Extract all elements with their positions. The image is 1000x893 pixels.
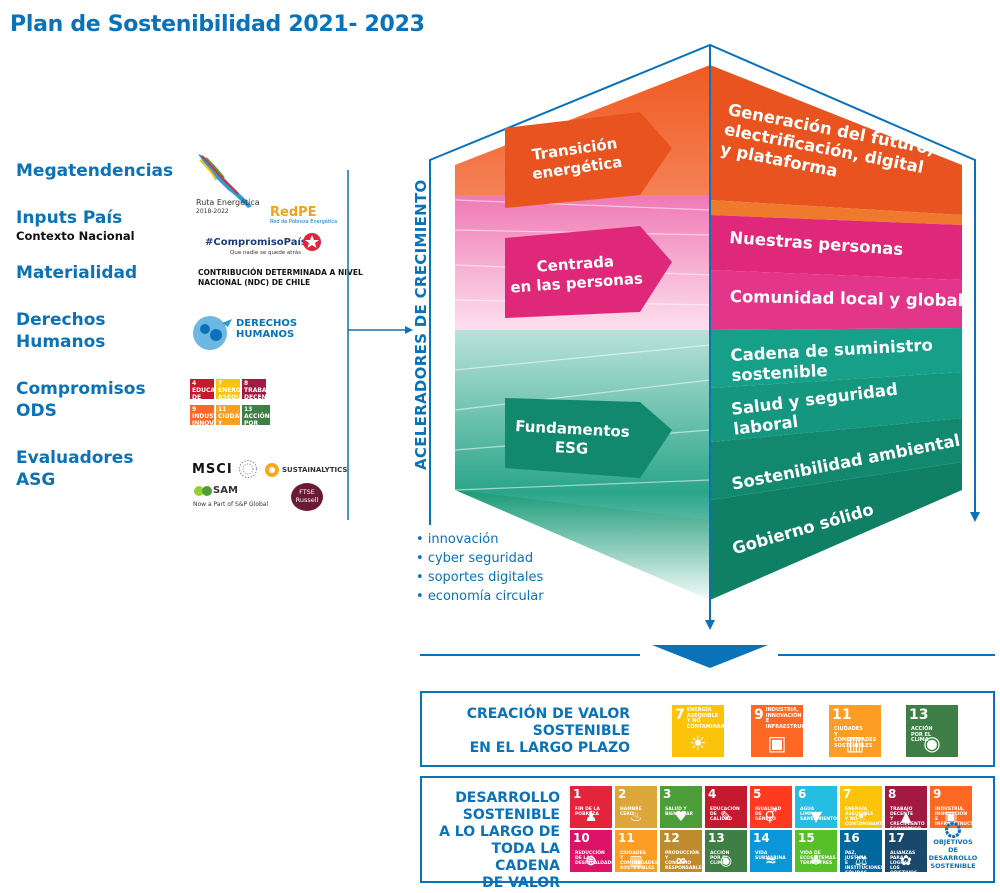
mini-sdg-tile: 9 INDUSTRIA, INNOVACIÓN E INFRAESTRUCTUR… [190, 405, 214, 425]
sdg-9-icon: ▣ [767, 731, 787, 755]
label-derechos-humanos: Derechos Humanos [16, 310, 106, 352]
compromiso-pais-logo: #CompromisoPaís [205, 237, 307, 248]
label-evaluadores-asg: Evaluadores ASG [16, 448, 134, 490]
sdg-tile-15: 15VIDA DE ECOSISTEMAS TERRESTRES ♣ [795, 830, 837, 872]
sdg-tile-8: 8TRABAJO DECENTE Y CRECIMIENTO ECONÓMICO… [885, 786, 927, 828]
mini-sdg-tile: 11 CIUDADES Y COMUNIDADES SOSTENIBLES [216, 405, 240, 425]
sdg-13-icon: ◉ [719, 853, 733, 869]
sdg-15-icon: ♣ [809, 853, 823, 869]
sdg-2-icon: ♨ [629, 809, 643, 825]
redpe-subtitle: Red de Pobreza Energética [270, 219, 338, 225]
sdg-8-icon: ▲ [900, 809, 912, 825]
ndc-chile-text: CONTRIBUCIÓN DETERMINADA A NIVEL NACIONA… [198, 268, 363, 287]
right-face-orange [710, 65, 962, 215]
msci-logo: MSCI [192, 462, 233, 477]
ftse-russell-logo: FTSE Russell [295, 488, 319, 504]
arrow-label-fundamentos: Fundamentos ESG [514, 417, 631, 458]
bullet-soportes: soportes digitales [416, 568, 544, 587]
mini-sdg-tile: 8 TRABAJO DECENTE Y CRECIMIENTO ECONÓMIC… [242, 379, 266, 399]
sdg-11-icon: ▥ [629, 853, 643, 869]
accelerator-bullets: innovación cyber seguridad soportes digi… [416, 530, 544, 606]
arrow-transicion [505, 112, 672, 208]
box2-title: DESARROLLO SOSTENIBLE A LO LARGO DE TODA LA… [439, 790, 560, 891]
sdg-tile-13: 13ACCIÓN POR EL CLIMA ◉ [705, 830, 747, 872]
sdg-7-icon: ☀ [854, 809, 868, 825]
sdg-9-icon: ▣ [944, 809, 958, 825]
arrow-personas [505, 226, 672, 318]
sdg-3-icon: ♥ [674, 809, 688, 825]
label-compromisos-ods: Compromisos ODS [16, 379, 146, 421]
sdg-14-icon: ≈ [765, 853, 777, 869]
sdg-tile-17: 17ALIANZAS PARA LOGRAR LOS OBJETIVOS✿ [885, 830, 927, 872]
sam-icon [194, 486, 212, 496]
sdg-wheel-icon [945, 822, 961, 838]
sdg-6-icon: ▼ [810, 809, 822, 825]
right-face-teal-1 [710, 328, 962, 388]
bullet-economia: economía circular [416, 587, 544, 606]
sdg-1-icon: ♟ [584, 809, 598, 825]
sdg-tile-7: 7ENERGÍA ASEQUIBLE Y NO CONTAMINANTE☀ [840, 786, 882, 828]
sdg-tile-9: 9INDUSTRIA, INNOVACIÓN E INFRAESTRUCTURA… [751, 705, 803, 757]
right-face-pink-bottom [710, 270, 962, 330]
chile-map-logo [198, 154, 252, 208]
sdg-16-icon: ⚖ [854, 853, 868, 869]
sustainalytics-icon [265, 463, 279, 477]
derechos-humanos-logo: DERECHOS HUMANOS [236, 318, 298, 340]
ftse-russell-badge [291, 483, 323, 511]
right-face-teal-4 [710, 462, 962, 600]
label-contexto-nacional: Contexto Nacional [16, 229, 135, 243]
bullet-innovacion: innovación [416, 530, 544, 549]
sp-global-text: Now a Part of S&P Global [193, 501, 269, 508]
sustainalytics-logo: SUSTAINALYTICS [282, 466, 348, 474]
page-title: Plan de Sostenibilidad 2021- 2023 [10, 12, 425, 37]
sdg-tile-2: 2HAMBRE CERO ♨ [615, 786, 657, 828]
right-face-teal-3 [710, 418, 962, 500]
sdg-10-icon: ⊜ [585, 853, 597, 869]
sdg-tile-11: 11CIUDADES Y COMUNIDADES SOSTENIBLES ▥ [615, 830, 657, 872]
sdg-4-icon: ✎ [720, 809, 732, 825]
human-rights-icon [193, 316, 232, 350]
sdg-tile-6: 6AGUA LIMPIA Y SANEAMIENTO ▼ [795, 786, 837, 828]
ruta-energetica-logo: Ruta Energética 2018-2022 [196, 198, 260, 215]
sdg-7-icon: ☀ [689, 731, 707, 755]
sdg-11-icon: ▥ [845, 731, 865, 755]
arrow-fundamentos [505, 398, 672, 478]
sdg-tile-13: 13ACCIÓN POR EL CLIMA ◉ [906, 705, 958, 757]
sdg-tile-1: 1FIN DE LA POBREZA ♟ [570, 786, 612, 828]
compromiso-pais-subtitle: Que nadie se quede atrás [230, 250, 301, 256]
sam-logo: SAM [213, 485, 238, 496]
label-comunidad: Comunidad local y global [729, 287, 964, 311]
label-megatendencias: Megatendencias [16, 161, 174, 181]
bullet-cyber: cyber seguridad [416, 549, 544, 568]
sdg-tile-5: 5IGUALDAD DE GÉNERO ⚥ [750, 786, 792, 828]
redpe-logo: RedPE [270, 205, 317, 220]
down-triangle [652, 645, 768, 668]
sdg-tile-14: 14VIDA SUBMARINA ≈ [750, 830, 792, 872]
msci-globe-icon [239, 460, 257, 478]
aceleradores-label: ACELERADORES DE CRECIMIENTO [412, 179, 430, 470]
star-icon [303, 233, 321, 251]
sdg-tile-16: 16PAZ, JUSTICIA E INSTITUCIONES SÓLIDAS⚖ [840, 830, 882, 872]
sdg-tile-4: 4EDUCACIÓN DE CALIDAD ✎ [705, 786, 747, 828]
right-face-pink-top [710, 215, 962, 280]
sdg-tile-11: 11CIUDADES Y COMUNIDADES SOSTENIBLES ▥ [829, 705, 881, 757]
sdg-17-icon: ✿ [900, 853, 912, 869]
sdg-12-icon: ∞ [675, 853, 687, 869]
sdg-tile-7: 7ENERGÍA ASEQUIBLE Y NO CONTAMINANTE☀ [672, 705, 724, 757]
sdg-tile-12: 12PRODUCCIÓN Y CONSUMO RESPONSABLES ∞ [660, 830, 702, 872]
sdg-tile-10: 10REDUCCIÓN DE LAS DESIGUALDADES⊜ [570, 830, 612, 872]
ods-logo-text: OBJETIVOS DE DESARROLLO SOSTENIBLE [928, 838, 978, 870]
label-materialidad: Materialidad [16, 263, 138, 283]
box1-title: CREACIÓN DE VALOR SOSTENIBLE EN EL LARGO P… [466, 706, 630, 756]
right-face-teal-2 [710, 372, 962, 442]
sdg-5-icon: ⚥ [764, 809, 778, 825]
sdg-tile-3: 3SALUD Y BIENESTAR ♥ [660, 786, 702, 828]
mini-sdg-tile: 4 EDUCACIÓN DE CALIDAD [190, 379, 214, 399]
label-inputs-pais: Inputs País [16, 208, 123, 228]
sdg-13-icon: ◉ [923, 731, 941, 755]
mini-sdg-tile: 7 ENERGÍA ASEQUIBLE Y NO CONTAMINANTE [216, 379, 240, 399]
mini-sdg-tile: 13 ACCIÓN POR EL CLIMA [242, 405, 270, 425]
